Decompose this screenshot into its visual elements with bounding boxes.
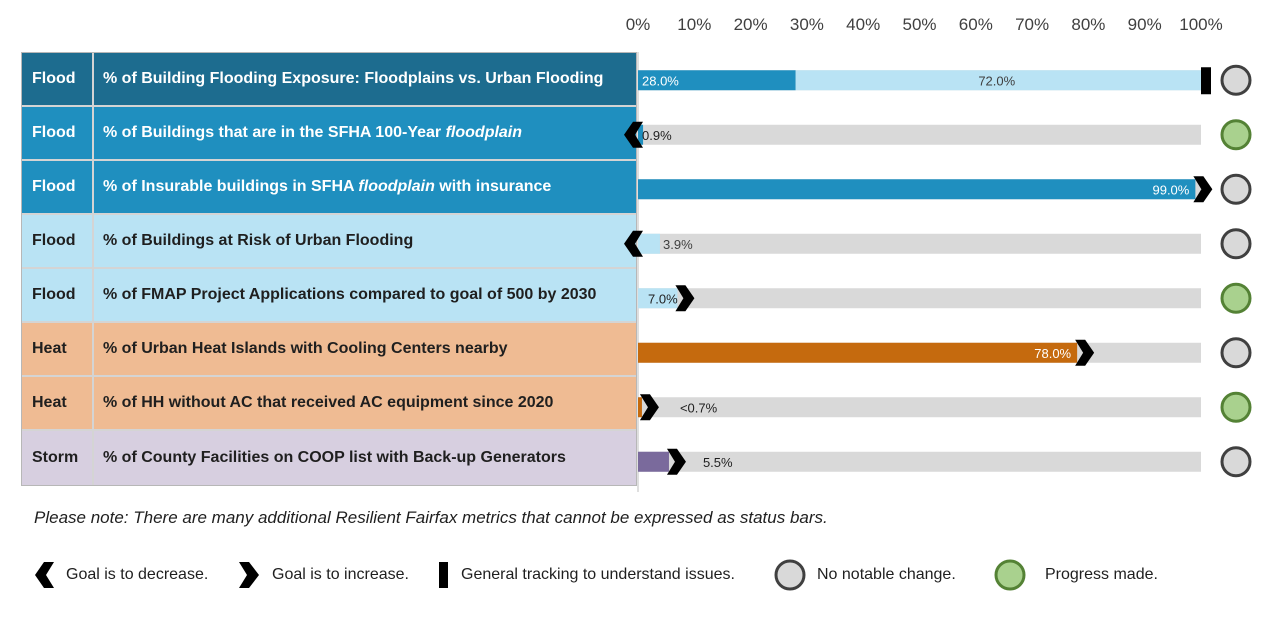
metric-cell: % of Buildings that are in the SFHA 100-… <box>103 124 523 141</box>
metric-cell: % of HH without AC that received AC equi… <box>103 394 554 411</box>
legend-label: Goal is to decrease. <box>66 566 209 583</box>
x-tick-label: 10% <box>677 15 712 34</box>
bar-segment <box>638 288 678 309</box>
bar-segment <box>638 397 642 418</box>
table-row: Heat % of HH without AC that received AC … <box>22 377 636 431</box>
metric-cell: % of County Facilities on COOP list with… <box>103 449 566 466</box>
table-row: Flood % of Insurable buildings in SFHA fl… <box>22 161 636 215</box>
status-no-change-icon <box>1220 173 1252 205</box>
bar-segment <box>638 342 1078 363</box>
table-row: Storm % of County Facilities on COOP list… <box>22 431 636 485</box>
table-row: Heat % of Urban Heat Islands with Cooling… <box>22 323 636 377</box>
status-progress-icon <box>1220 119 1252 151</box>
category-cell: Flood <box>22 215 94 267</box>
category-cell: Flood <box>22 53 94 105</box>
legend-increase-icon <box>239 562 259 588</box>
status-no-change-icon <box>1220 64 1252 96</box>
legend-label: Progress made. <box>1045 566 1158 583</box>
bar-track <box>638 124 1201 145</box>
goal-increase-icon <box>1075 339 1095 366</box>
x-tick-label: 0% <box>625 15 651 34</box>
x-tick-label: 60% <box>958 15 993 34</box>
status-no-change-icon <box>1220 337 1252 369</box>
legend: Goal is to decrease. Goal is to increase.… <box>0 555 1280 595</box>
data-label: 28.0% <box>642 73 679 88</box>
data-label: <0.7% <box>680 400 718 415</box>
data-label: 3.9% <box>663 237 693 252</box>
x-tick-label: 30% <box>789 15 824 34</box>
x-tick-label: 40% <box>846 15 881 34</box>
bar-track <box>638 233 1201 254</box>
table-row: Flood % of Building Flooding Exposure: Fl… <box>22 53 636 107</box>
status-progress-icon <box>1220 282 1252 314</box>
legend-item: General tracking to understand issues. <box>437 555 735 595</box>
data-label: 7.0% <box>648 291 678 306</box>
x-axis: 0% 10% 20% 30% 40% 50% 60% 70% 80% 90% 100% <box>0 0 1280 40</box>
x-tick-label: 80% <box>1071 15 1106 34</box>
bar-segment <box>795 70 1201 91</box>
bar-segment <box>638 124 644 145</box>
footnote: Please note: There are many additional R… <box>34 508 828 527</box>
goal-increase-icon <box>639 394 659 421</box>
table-row: Flood % of Buildings at Risk of Urban Flo… <box>22 215 636 269</box>
goal-track-icon <box>1201 67 1211 95</box>
data-label: 99.0% <box>1152 182 1189 197</box>
table-row: Flood % of FMAP Project Applications comp… <box>22 269 636 323</box>
bar-segment <box>638 451 669 472</box>
legend-track-icon <box>439 562 448 588</box>
legend-label: No notable change. <box>817 566 956 583</box>
bar-segment <box>638 70 796 91</box>
bar-track <box>638 288 1201 309</box>
x-tick-label: 100% <box>1179 15 1223 34</box>
category-cell: Heat <box>22 377 94 429</box>
x-tick-label: 20% <box>733 15 768 34</box>
legend-item: No notable change. <box>773 555 956 595</box>
category-cell: Flood <box>22 107 94 159</box>
x-tick-label: 70% <box>1015 15 1050 34</box>
status-no-change-icon <box>1220 446 1252 478</box>
metric-cell: % of FMAP Project Applications compared … <box>103 286 597 303</box>
goal-increase-icon <box>675 285 695 312</box>
table-row: Flood % of Buildings that are in the SFHA… <box>22 107 636 161</box>
data-label: 5.5% <box>703 455 733 470</box>
data-label: 78.0% <box>1034 346 1071 361</box>
data-label: 0.9% <box>642 128 672 143</box>
metric-cell: % of Buildings at Risk of Urban Flooding <box>103 232 414 249</box>
status-progress-icon <box>1220 391 1252 423</box>
x-tick-label: 50% <box>902 15 937 34</box>
data-label: 72.0% <box>978 73 1015 88</box>
bar-track <box>638 397 1201 418</box>
bar-segment <box>638 179 1196 200</box>
metric-cell: % of Insurable buildings in SFHA floodpl… <box>103 178 552 195</box>
category-cell: Storm <box>22 431 94 485</box>
category-cell: Flood <box>22 269 94 321</box>
metrics-table: Flood % of Building Flooding Exposure: Fl… <box>21 52 637 486</box>
legend-item: Goal is to decrease. <box>34 555 208 595</box>
status-bar-chart: 28.0% 72.0% 0.9% 99.0% 3.9% 7.0% 78.0% <0.7% 5.5… <box>624 52 1252 492</box>
metric-cell: % of Urban Heat Islands with Cooling Cen… <box>103 340 508 357</box>
x-tick-label: 90% <box>1127 15 1162 34</box>
category-cell: Flood <box>22 161 94 213</box>
goal-decrease-icon <box>624 121 643 148</box>
legend-progress-icon <box>994 559 1026 591</box>
legend-label: General tracking to understand issues. <box>461 566 735 583</box>
legend-item: Progress made. <box>993 555 1158 595</box>
legend-no-change-icon <box>774 559 806 591</box>
goal-decrease-icon <box>624 230 643 257</box>
bar-track <box>638 451 1201 472</box>
status-no-change-icon <box>1220 228 1252 260</box>
legend-item: Goal is to increase. <box>238 555 409 595</box>
metric-cell: % of Building Flooding Exposure: Floodpl… <box>103 70 604 87</box>
category-cell: Heat <box>22 323 94 375</box>
bar-segment <box>638 233 660 254</box>
goal-increase-icon <box>666 448 686 475</box>
legend-decrease-icon <box>35 562 54 588</box>
legend-label: Goal is to increase. <box>272 566 409 583</box>
goal-increase-icon <box>1193 176 1213 203</box>
